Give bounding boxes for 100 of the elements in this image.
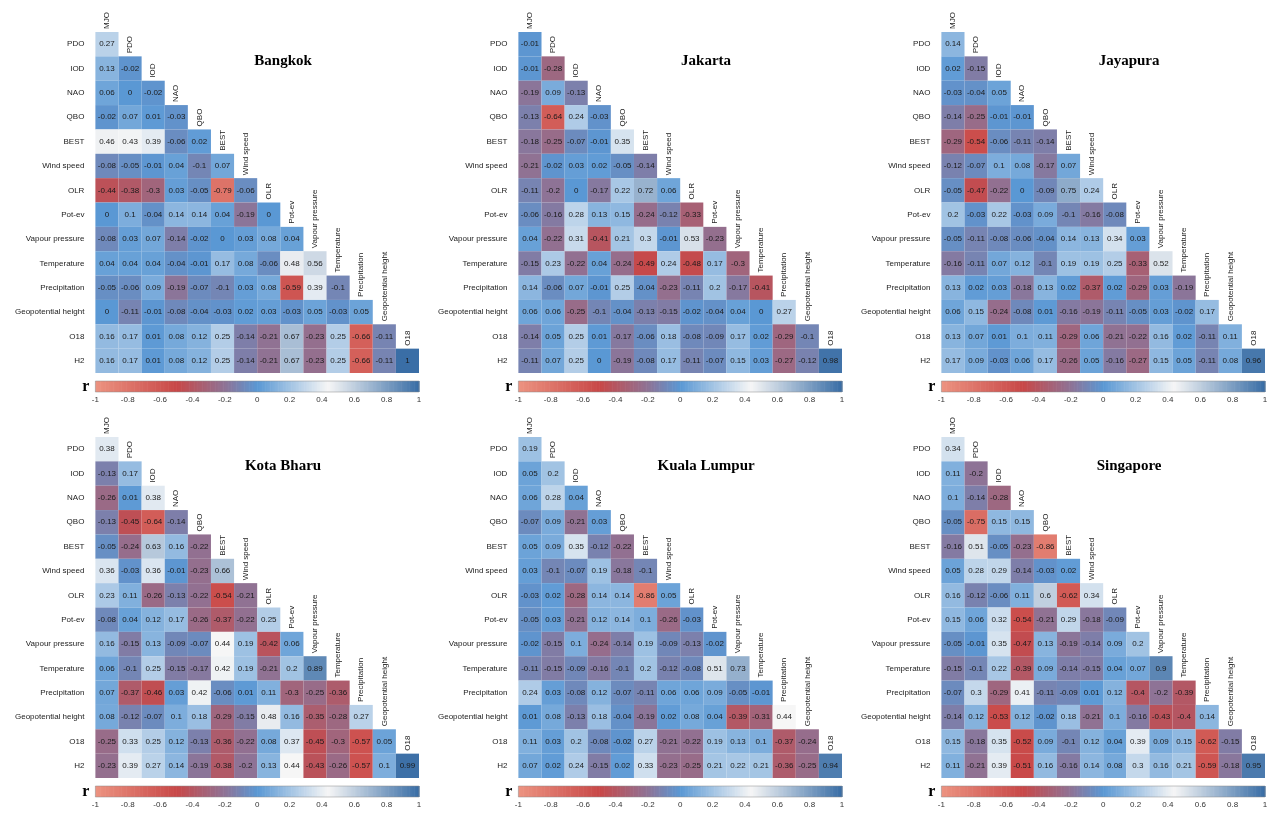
data-label: -0.09 (705, 331, 725, 341)
data-label: 0.01 (1083, 687, 1100, 697)
y-tick-label: H2 (497, 356, 508, 366)
data-label: -0.57 (352, 761, 371, 771)
x-tick-label: O18 (1248, 329, 1258, 346)
data-label: 0.19 (591, 566, 608, 576)
data-label: 0.35 (991, 639, 1008, 649)
data-label: 0.39 (145, 136, 162, 146)
data-label: 0.44 (214, 639, 231, 649)
color-bar-title: r (82, 781, 90, 799)
data-label: -0.06 (213, 687, 233, 697)
data-label: 0.33 (637, 761, 654, 771)
x-tick-label: NAO (1017, 84, 1027, 103)
data-label: 0.03 (991, 282, 1008, 292)
data-label: -0.37 (1082, 282, 1102, 292)
data-label: -0.23 (305, 356, 325, 366)
data-label: 0.01 (591, 331, 608, 341)
data-label: 0.27 (145, 761, 162, 771)
data-label: 0.14 (591, 590, 608, 600)
data-label: 0.17 (1199, 307, 1216, 317)
data-label: -0.01 (144, 161, 163, 171)
color-bar-label: 0.8 (381, 800, 393, 810)
color-bar-label: 0.4 (739, 800, 752, 810)
text: Jayapura (1098, 52, 1160, 69)
data-label: -0.06 (520, 209, 540, 219)
data-label: -0.05 (1128, 307, 1148, 317)
data-label: -0.01 (966, 639, 986, 649)
data-label: 0.08 (545, 712, 562, 722)
data-label: 0.01 (1037, 307, 1054, 317)
color-bar-label: 1 (1262, 395, 1268, 405)
data-label: 0.14 (614, 590, 631, 600)
data-label: 0.07 (522, 761, 539, 771)
x-tick-label: Geopotential height (1225, 251, 1235, 322)
data-label: -0.14 (636, 161, 656, 171)
data-label: -0.1 (192, 161, 207, 171)
x-tick-label: OLR (686, 182, 696, 200)
data-label: -0.21 (1105, 331, 1125, 341)
data-label: -0.1 (638, 566, 653, 576)
data-label: 0.24 (568, 761, 585, 771)
data-label: -0.04 (966, 88, 986, 98)
data-label: 0.13 (1037, 639, 1054, 649)
data-label: 0.27 (776, 307, 793, 317)
data-label: 0.14 (945, 39, 962, 49)
x-tick-label: Pot-ev (710, 200, 720, 224)
data-label: 0.95 (1245, 761, 1262, 771)
data-label: 0.13 (1037, 282, 1054, 292)
data-label: -0.08 (567, 687, 586, 697)
data-label: 0.29 (991, 566, 1008, 576)
data-label: -0.09 (167, 639, 186, 649)
data-label: 0.09 (545, 541, 562, 551)
data-label: 0.03 (1130, 234, 1147, 244)
data-label: -0.39 (728, 712, 748, 722)
data-label: -0.21 (259, 356, 279, 366)
data-label: 1 (405, 356, 411, 366)
data-label: 0.05 (307, 307, 324, 317)
data-label: 0.02 (545, 590, 562, 600)
data-label: 0.14 (168, 761, 185, 771)
data-label: 0 (220, 234, 226, 244)
data-label: -0.07 (567, 566, 586, 576)
data-label: 0.02 (237, 307, 254, 317)
data-label: 0.07 (145, 234, 162, 244)
data-label: -0.36 (775, 761, 794, 771)
data-label: 0.04 (284, 234, 301, 244)
data-label: -0.48 (682, 258, 702, 268)
data-label: -0.52 (1013, 736, 1032, 746)
data-label: -0.06 (120, 282, 140, 292)
data-label: -0.19 (167, 282, 186, 292)
data-label: 0.02 (614, 761, 631, 771)
data-label: -0.03 (990, 356, 1009, 366)
data-label: 0.1 (1109, 712, 1121, 722)
data-label: -0.08 (167, 307, 186, 317)
data-label: 0.22 (614, 185, 631, 195)
data-label: 0.51 (968, 541, 985, 551)
data-label: 0.01 (522, 712, 539, 722)
data-label: -0.53 (990, 712, 1009, 722)
data-label: 0.19 (637, 639, 654, 649)
data-label: 0.2 (547, 468, 560, 478)
color-bar-label: 0.8 (804, 800, 816, 810)
data-label: 0.02 (968, 282, 985, 292)
data-label: -0.15 (1082, 663, 1102, 673)
data-label: -0.11 (1198, 331, 1217, 341)
data-label: 0.13 (1083, 234, 1100, 244)
data-label: -0.13 (682, 639, 702, 649)
data-label: 0.21 (614, 234, 631, 244)
x-tick-label: NAO (171, 489, 181, 508)
data-label: 0.05 (660, 590, 677, 600)
x-tick-label: IOD (994, 468, 1004, 483)
data-label: -0.16 (943, 541, 963, 551)
data-label: 0.14 (1199, 712, 1216, 722)
data-label: -0.42 (259, 639, 279, 649)
data-label: 0.16 (1153, 331, 1170, 341)
data-label: -0.25 (567, 307, 586, 317)
x-tick-label: OLR (263, 182, 273, 200)
data-label: 0.12 (145, 614, 162, 624)
x-tick-label: MJO (948, 12, 958, 29)
x-tick-label: O18 (1248, 734, 1258, 751)
data-label: 0.02 (545, 761, 562, 771)
data-label: -0.04 (144, 209, 163, 219)
data-label: -0.14 (943, 112, 963, 122)
data-label: 0.3 (1132, 761, 1144, 771)
